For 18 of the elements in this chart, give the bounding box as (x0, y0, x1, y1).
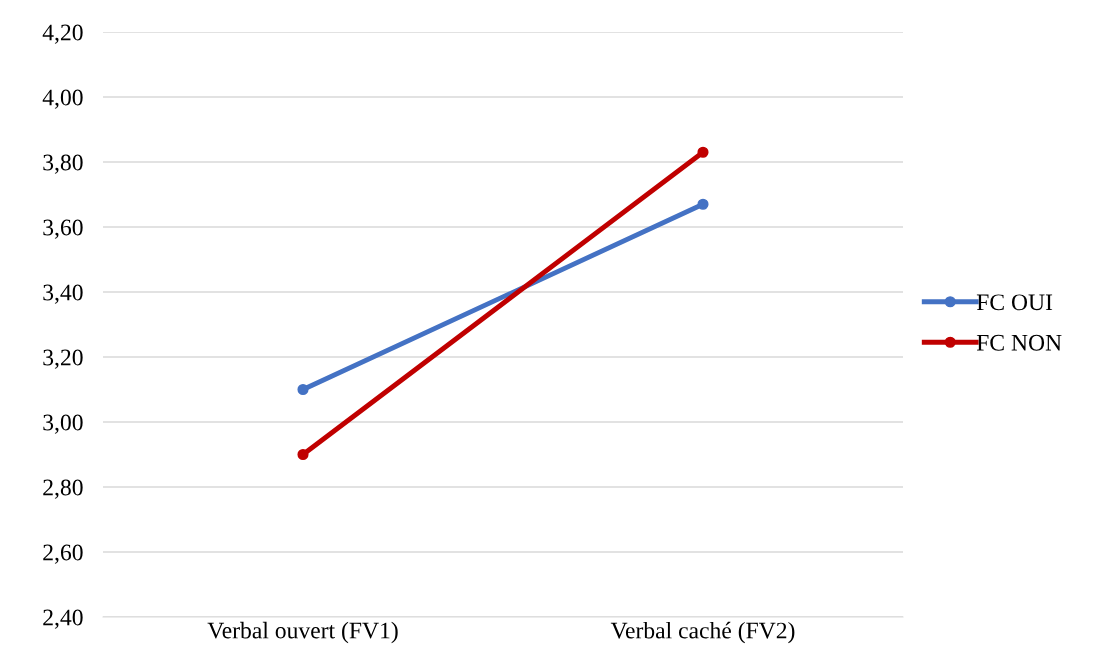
x-tick-label: Verbal caché (FV2) (610, 621, 795, 644)
legend-label: FC NON (976, 334, 1062, 351)
y-tick-label: 4,00 (42, 89, 83, 109)
point (297, 448, 309, 461)
y-tick-label: 2,40 (43, 609, 83, 629)
x-tick-label: Verbal ouvert (FV1) (207, 621, 398, 644)
y-tick-label: 3,00 (43, 414, 83, 434)
point (297, 383, 309, 396)
y-tick-label: 3,40 (43, 284, 83, 304)
y-tick-label: 3,20 (43, 349, 83, 369)
y-tick-label: 2,60 (43, 544, 83, 564)
point (697, 198, 709, 210)
legend-label: FC OUI (976, 294, 1053, 311)
point (697, 146, 709, 158)
y-tick-label: 2,80 (43, 479, 83, 499)
y-tick-label: 3,60 (43, 219, 83, 239)
y-tick-label: 3,80 (43, 154, 83, 174)
y-tick-label: 4,20 (42, 24, 83, 44)
